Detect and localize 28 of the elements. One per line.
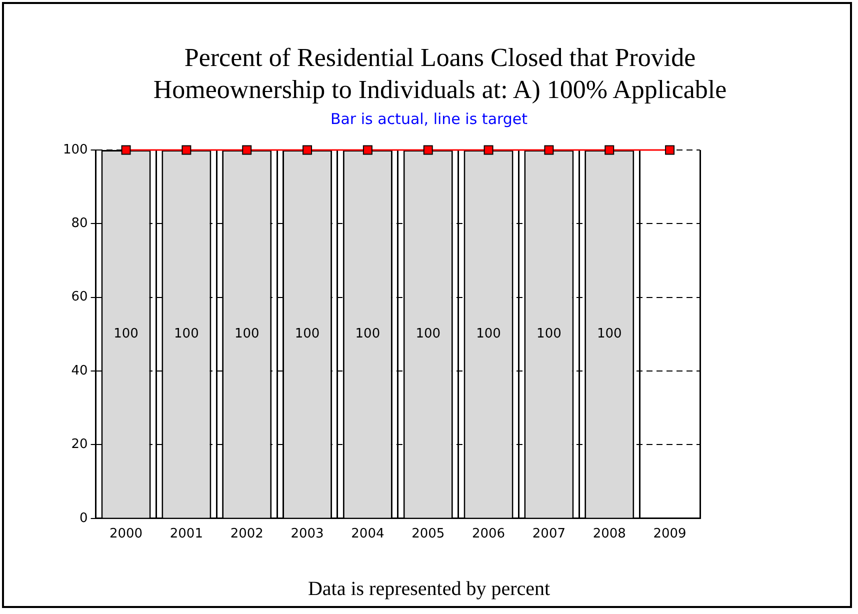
data-label: 100 bbox=[536, 326, 562, 342]
x-tick-label: 2000 bbox=[109, 526, 143, 542]
x-tick-label: 2008 bbox=[592, 526, 626, 542]
x-tick-label: 2001 bbox=[170, 526, 203, 542]
x-tick-label: 2009 bbox=[653, 526, 686, 542]
data-label: 100 bbox=[234, 326, 260, 342]
x-tick-label: 2004 bbox=[351, 526, 384, 542]
x-tick-label: 2002 bbox=[230, 526, 264, 542]
data-label: 100 bbox=[596, 326, 622, 342]
y-tick-label: 0 bbox=[80, 510, 88, 526]
data-label: 100 bbox=[476, 326, 501, 342]
x-tick-label: 2007 bbox=[532, 526, 566, 542]
text: Data is represented by percent bbox=[306, 578, 552, 601]
data-label: 100 bbox=[174, 326, 199, 342]
data-label: 100 bbox=[114, 326, 138, 342]
x-tick-label: 2006 bbox=[472, 526, 506, 542]
y-tick-label: 80 bbox=[71, 216, 88, 232]
chart-title: Percent of Residential Loans Closed that Provide Homeownership to Individuals at: A) 100% Applicable bbox=[152, 42, 728, 106]
x-tick-label: 2005 bbox=[412, 526, 445, 542]
data-label: 100 bbox=[355, 326, 380, 342]
y-tick-label: 40 bbox=[71, 363, 88, 378]
data-label: 100 bbox=[294, 326, 320, 342]
data-label: 100 bbox=[416, 326, 441, 342]
y-tick-label: 60 bbox=[71, 290, 88, 305]
y-tick-label: 20 bbox=[71, 437, 88, 452]
x-tick-label: 2003 bbox=[290, 526, 324, 542]
y-tick-label: 100 bbox=[62, 142, 88, 158]
chart-subtitle: Bar is actual, line is target bbox=[329, 110, 529, 128]
